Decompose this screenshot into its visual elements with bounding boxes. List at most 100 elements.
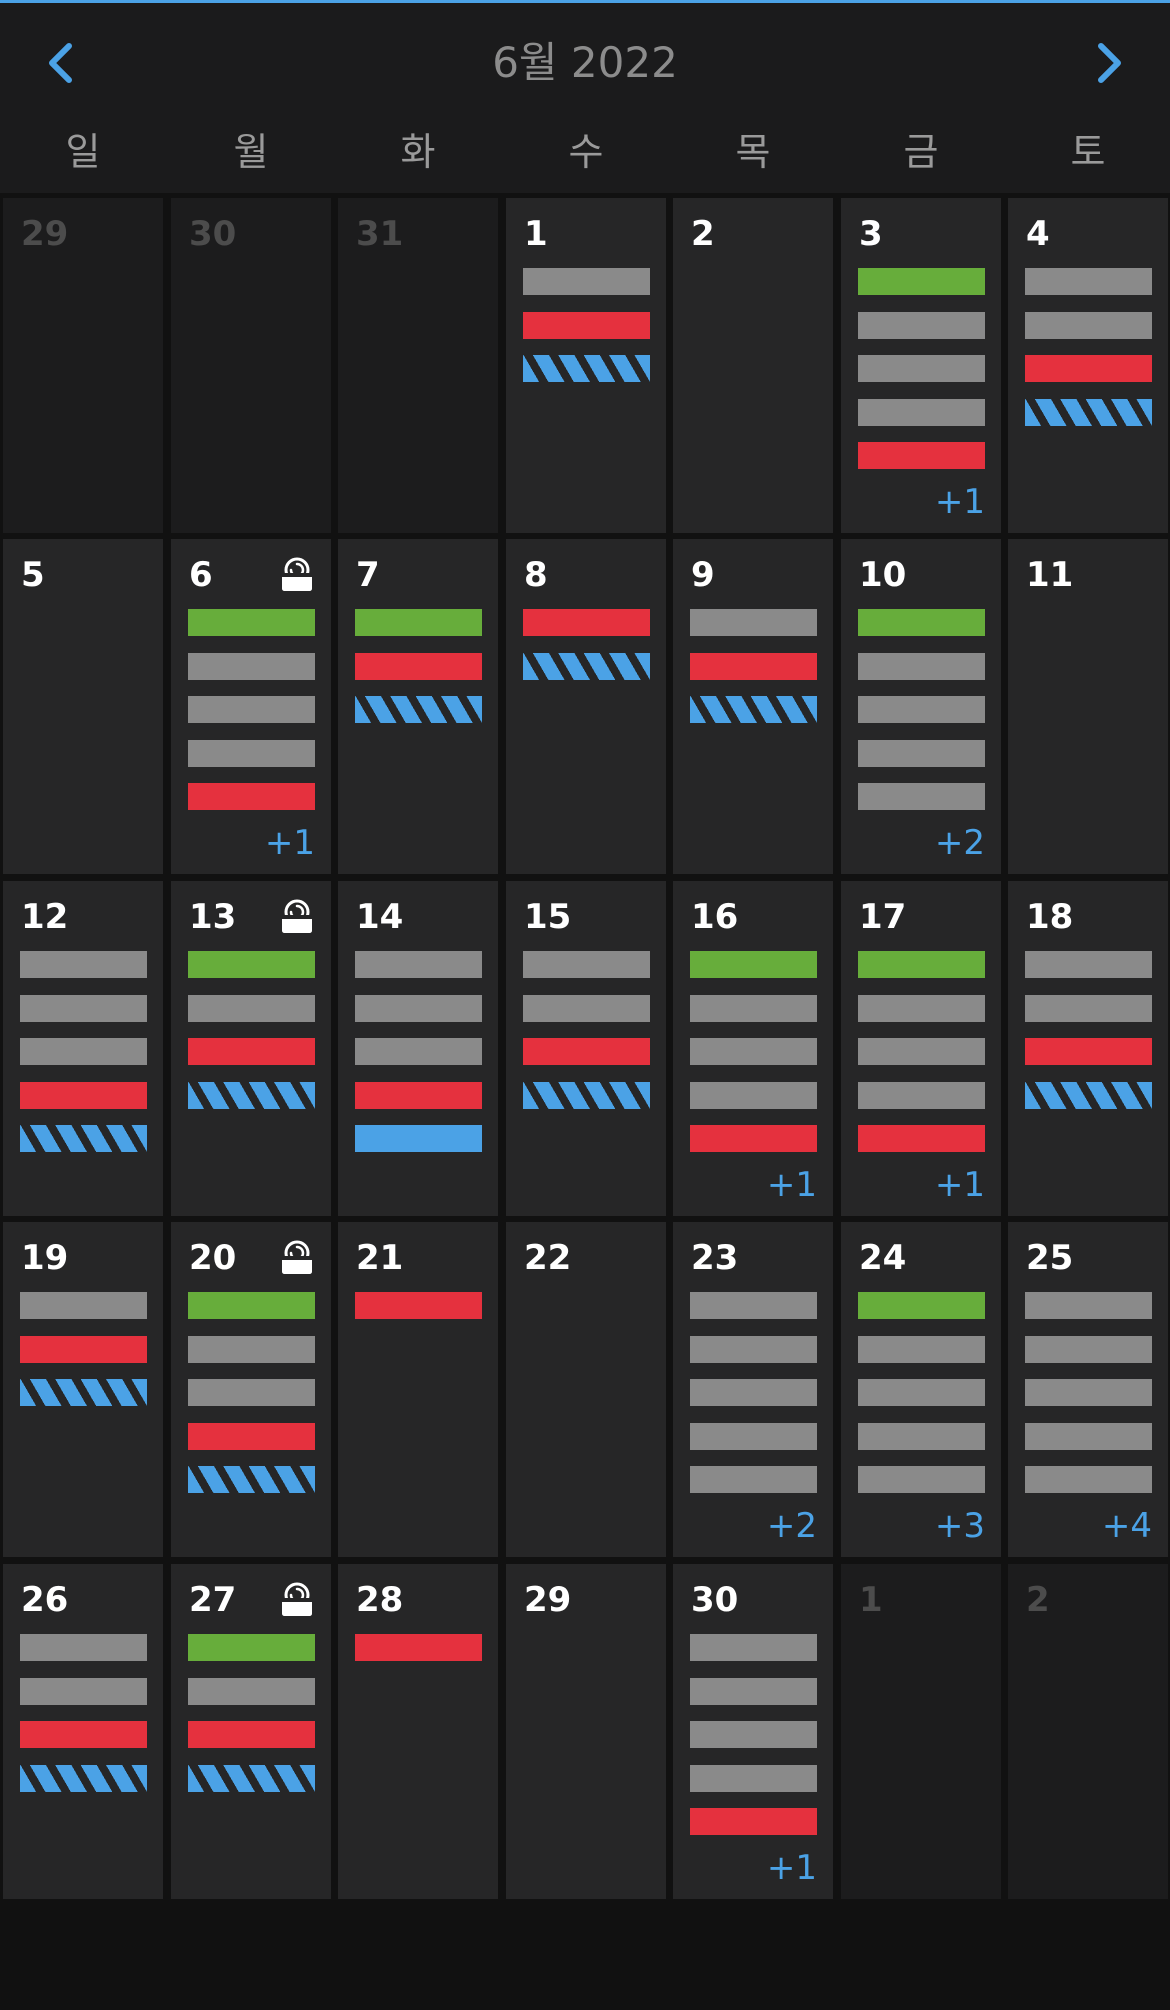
event-bar-gray[interactable]	[1025, 1422, 1152, 1450]
event-bar-gray[interactable]	[858, 1335, 985, 1363]
event-bar-gray[interactable]	[690, 1292, 817, 1319]
event-bar-gray[interactable]	[523, 268, 650, 295]
event-bar-hatch[interactable]	[523, 1081, 650, 1109]
event-bar-green[interactable]	[858, 268, 985, 295]
day-cell[interactable]: 7	[338, 539, 498, 874]
event-bar-gray[interactable]	[355, 951, 482, 978]
event-bar-gray[interactable]	[188, 994, 315, 1022]
day-cell[interactable]: 29	[3, 198, 163, 533]
event-bar-gray[interactable]	[1025, 994, 1152, 1022]
event-bar-red[interactable]	[20, 1335, 147, 1363]
more-events-count[interactable]: +4	[1101, 1506, 1152, 1546]
day-cell[interactable]: 9	[673, 539, 833, 874]
event-bar-gray[interactable]	[858, 994, 985, 1022]
event-bar-gray[interactable]	[858, 1081, 985, 1109]
day-cell[interactable]: 14	[338, 881, 498, 1216]
event-bar-red[interactable]	[858, 1125, 985, 1152]
more-events-count[interactable]: +1	[934, 482, 985, 522]
event-bar-hatch[interactable]	[20, 1379, 147, 1406]
event-bar-hatch[interactable]	[188, 1081, 315, 1109]
event-bar-hatch[interactable]	[188, 1764, 315, 1792]
more-events-count[interactable]: +1	[934, 1165, 985, 1205]
day-cell[interactable]: 6 +1	[171, 539, 331, 874]
event-bar-gray[interactable]	[858, 1379, 985, 1406]
event-bar-hatch[interactable]	[523, 652, 650, 680]
day-cell[interactable]: 22	[506, 1222, 666, 1557]
event-bar-red[interactable]	[523, 1038, 650, 1065]
event-bar-gray[interactable]	[188, 1677, 315, 1705]
event-bar-gray[interactable]	[1025, 1335, 1152, 1363]
event-bar-red[interactable]	[188, 1038, 315, 1065]
day-cell[interactable]: 8	[506, 539, 666, 874]
prev-month-button[interactable]	[32, 35, 88, 91]
event-bar-green[interactable]	[188, 1634, 315, 1661]
event-bar-gray[interactable]	[1025, 1466, 1152, 1493]
event-bar-red[interactable]	[188, 783, 315, 810]
day-cell[interactable]: 30 +1	[673, 1564, 833, 1899]
day-cell[interactable]: 26	[3, 1564, 163, 1899]
day-cell[interactable]: 23 +2	[673, 1222, 833, 1557]
event-bar-gray[interactable]	[20, 1677, 147, 1705]
event-bar-gray[interactable]	[188, 696, 315, 723]
event-bar-red[interactable]	[1025, 1038, 1152, 1065]
event-bar-gray[interactable]	[858, 783, 985, 810]
event-bar-gray[interactable]	[858, 739, 985, 767]
event-bar-hatch[interactable]	[1025, 1081, 1152, 1109]
event-bar-gray[interactable]	[1025, 1379, 1152, 1406]
event-bar-hatch[interactable]	[20, 1125, 147, 1152]
day-cell[interactable]: 1	[841, 1564, 1001, 1899]
day-cell[interactable]: 2	[673, 198, 833, 533]
day-cell[interactable]: 12	[3, 881, 163, 1216]
event-bar-gray[interactable]	[858, 398, 985, 426]
event-bar-gray[interactable]	[858, 1422, 985, 1450]
day-cell[interactable]: 10 +2	[841, 539, 1001, 874]
event-bar-gray[interactable]	[523, 994, 650, 1022]
event-bar-red[interactable]	[355, 1081, 482, 1109]
day-cell[interactable]: 25 +4	[1008, 1222, 1168, 1557]
month-title[interactable]: 6월 2022	[492, 38, 678, 87]
event-bar-gray[interactable]	[1025, 1292, 1152, 1319]
more-events-count[interactable]: +2	[934, 823, 985, 863]
day-cell[interactable]: 11	[1008, 539, 1168, 874]
event-bar-green[interactable]	[355, 609, 482, 636]
more-events-count[interactable]: +1	[264, 823, 315, 863]
event-bar-gray[interactable]	[20, 1634, 147, 1661]
event-bar-gray[interactable]	[858, 1038, 985, 1065]
day-cell[interactable]: 20	[171, 1222, 331, 1557]
event-bar-gray[interactable]	[690, 1379, 817, 1406]
event-bar-gray[interactable]	[690, 1466, 817, 1493]
event-bar-green[interactable]	[690, 951, 817, 978]
day-cell[interactable]: 13	[171, 881, 331, 1216]
event-bar-gray[interactable]	[20, 1038, 147, 1065]
event-bar-red[interactable]	[690, 1125, 817, 1152]
day-cell[interactable]: 16 +1	[673, 881, 833, 1216]
event-bar-gray[interactable]	[690, 1764, 817, 1792]
day-cell[interactable]: 28	[338, 1564, 498, 1899]
event-bar-gray[interactable]	[1025, 268, 1152, 295]
day-cell[interactable]: 27	[171, 1564, 331, 1899]
day-cell[interactable]: 4	[1008, 198, 1168, 533]
event-bar-hatch[interactable]	[355, 696, 482, 723]
more-events-count[interactable]: +3	[934, 1506, 985, 1546]
event-bar-gray[interactable]	[690, 1721, 817, 1748]
day-cell[interactable]: 31	[338, 198, 498, 533]
event-bar-gray[interactable]	[188, 652, 315, 680]
event-bar-hatch[interactable]	[690, 696, 817, 723]
event-bar-gray[interactable]	[355, 994, 482, 1022]
event-bar-green[interactable]	[858, 1292, 985, 1319]
event-bar-gray[interactable]	[1025, 311, 1152, 339]
event-bar-gray[interactable]	[690, 1335, 817, 1363]
event-bar-red[interactable]	[523, 609, 650, 636]
day-cell[interactable]: 17 +1	[841, 881, 1001, 1216]
event-bar-gray[interactable]	[20, 994, 147, 1022]
event-bar-green[interactable]	[858, 609, 985, 636]
event-bar-red[interactable]	[20, 1721, 147, 1748]
event-bar-gray[interactable]	[858, 355, 985, 382]
event-bar-gray[interactable]	[858, 1466, 985, 1493]
day-cell[interactable]: 21	[338, 1222, 498, 1557]
event-bar-green[interactable]	[858, 951, 985, 978]
event-bar-gray[interactable]	[690, 1677, 817, 1705]
event-bar-red[interactable]	[355, 1634, 482, 1661]
event-bar-blue[interactable]	[355, 1125, 482, 1152]
event-bar-gray[interactable]	[690, 609, 817, 636]
